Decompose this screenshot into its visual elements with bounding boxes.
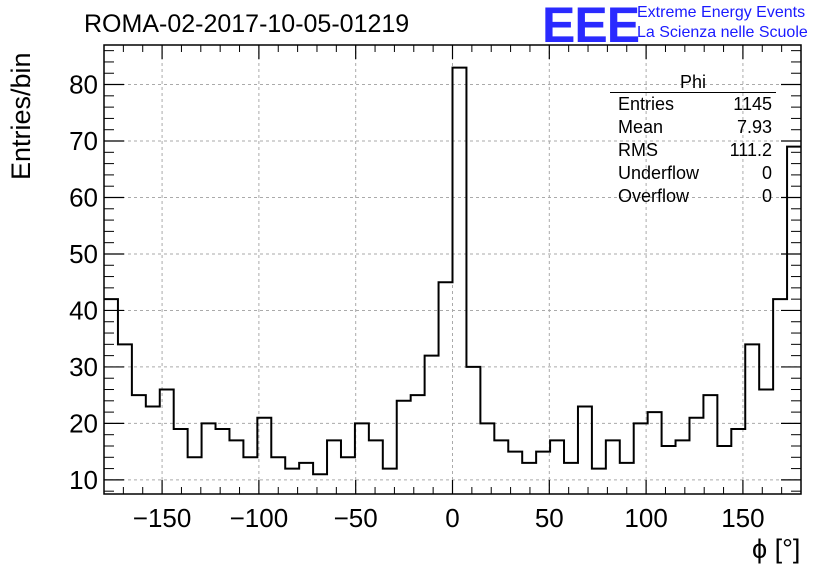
histogram-bin: [216, 429, 230, 494]
x-tick-label: 0: [445, 503, 459, 533]
histogram-bin: [773, 299, 787, 494]
plot-frame: [103, 44, 802, 495]
stats-title: Phi: [610, 72, 776, 93]
y-tick-label: 20: [69, 408, 98, 438]
x-tick-label: 50: [535, 503, 564, 533]
stats-row-overflow: Overflow 0: [610, 185, 776, 208]
histogram-bin: [411, 395, 425, 494]
histogram-bin: [188, 457, 202, 494]
histogram-bin: [369, 440, 383, 494]
y-tick-label: 80: [69, 70, 98, 100]
y-tick-label: 30: [69, 352, 98, 382]
histogram-bin: [606, 440, 620, 494]
histogram-bin: [174, 429, 188, 494]
histogram-bin: [132, 395, 146, 494]
histogram-bin: [787, 147, 801, 494]
stats-row-mean: Mean 7.93: [610, 116, 776, 139]
stats-box: Phi Entries 1145 Mean 7.93 RMS 111.2 Und…: [610, 72, 776, 208]
chart-title: ROMA-02-2017-10-05-01219: [84, 10, 410, 38]
histogram-bin: [439, 282, 453, 494]
y-tick-label: 60: [69, 182, 98, 212]
histogram-bin: [494, 440, 508, 494]
histogram-bin: [703, 395, 717, 494]
histogram-bin: [285, 469, 299, 494]
histogram-bin: [313, 474, 327, 494]
stats-value: 7.93: [736, 117, 772, 137]
logo-line-1: Extreme Energy Events: [637, 4, 806, 21]
eee-logo: EEE: [542, 0, 640, 53]
histogram-bin: [578, 406, 592, 494]
stats-label: Underflow: [618, 163, 700, 183]
histogram-bin: [202, 423, 216, 494]
histogram-bin: [480, 423, 494, 494]
histogram-bin: [299, 463, 313, 494]
tick-labels-layer: −150 −100 −50 0 50 100 150 10 20 30 40 50 60 70 80: [69, 70, 765, 533]
histogram-bin: [759, 390, 773, 494]
y-tick-label: 70: [69, 126, 98, 156]
histogram-bin: [327, 440, 341, 494]
x-tick-label: −100: [230, 503, 289, 533]
histogram-bin: [271, 457, 285, 494]
x-tick-label: 150: [721, 503, 764, 533]
histogram-bin: [508, 452, 522, 494]
histogram-bin: [355, 423, 369, 494]
histogram-bin: [243, 457, 257, 494]
histogram-bin: [146, 406, 160, 494]
y-tick-label: 10: [69, 465, 98, 495]
histogram-bin: [648, 412, 662, 494]
histogram-bin: [522, 463, 536, 494]
histogram-bin: [229, 440, 243, 494]
histogram-bin: [731, 429, 745, 494]
x-tick-label: −150: [133, 503, 192, 533]
histogram-bin: [564, 463, 578, 494]
stats-row-underflow: Underflow 0: [610, 162, 776, 185]
histogram-bin: [717, 446, 731, 494]
stats-value: 0: [761, 186, 772, 206]
y-tick-label: 50: [69, 239, 98, 269]
stats-value: 0: [761, 163, 772, 183]
histogram-bin: [383, 469, 397, 494]
histogram-outline: [104, 66, 801, 476]
stats-label: Mean: [618, 117, 664, 137]
histogram-bin: [160, 390, 174, 494]
stats-label: Entries: [618, 94, 675, 114]
histogram-bin: [257, 418, 271, 494]
x-tick-label: 100: [624, 503, 667, 533]
stats-row-rms: RMS 111.2: [610, 139, 776, 162]
stats-label: RMS: [618, 140, 658, 160]
x-axis-label: ϕ [°]: [752, 534, 801, 564]
x-tick-label: −50: [334, 503, 378, 533]
histogram-bin: [592, 469, 606, 494]
histogram-bin: [397, 401, 411, 494]
stats-label: Overflow: [618, 186, 690, 206]
logo-line-2: La Scienza nelle Scuole: [637, 24, 808, 41]
histogram-bin: [550, 440, 564, 494]
histogram-bin: [341, 457, 355, 494]
histogram-bin: [425, 356, 439, 494]
histogram-bin: [104, 299, 118, 494]
histogram-bin: [634, 423, 648, 494]
histogram-bin: [662, 446, 676, 494]
stats-value: 1145: [733, 94, 772, 114]
histogram-bin: [620, 463, 634, 494]
histogram-bin: [118, 344, 132, 494]
histogram-bin: [676, 440, 690, 494]
histogram-bin: [689, 418, 703, 494]
stats-row-entries: Entries 1145: [610, 93, 776, 116]
y-tick-label: 40: [69, 295, 98, 325]
stats-value: 111.2: [729, 140, 772, 160]
histogram-bin: [745, 344, 759, 494]
ticks-layer: [103, 45, 802, 494]
histogram-bin: [453, 68, 467, 494]
histogram-bin: [466, 367, 480, 494]
histogram-bin: [536, 452, 550, 494]
